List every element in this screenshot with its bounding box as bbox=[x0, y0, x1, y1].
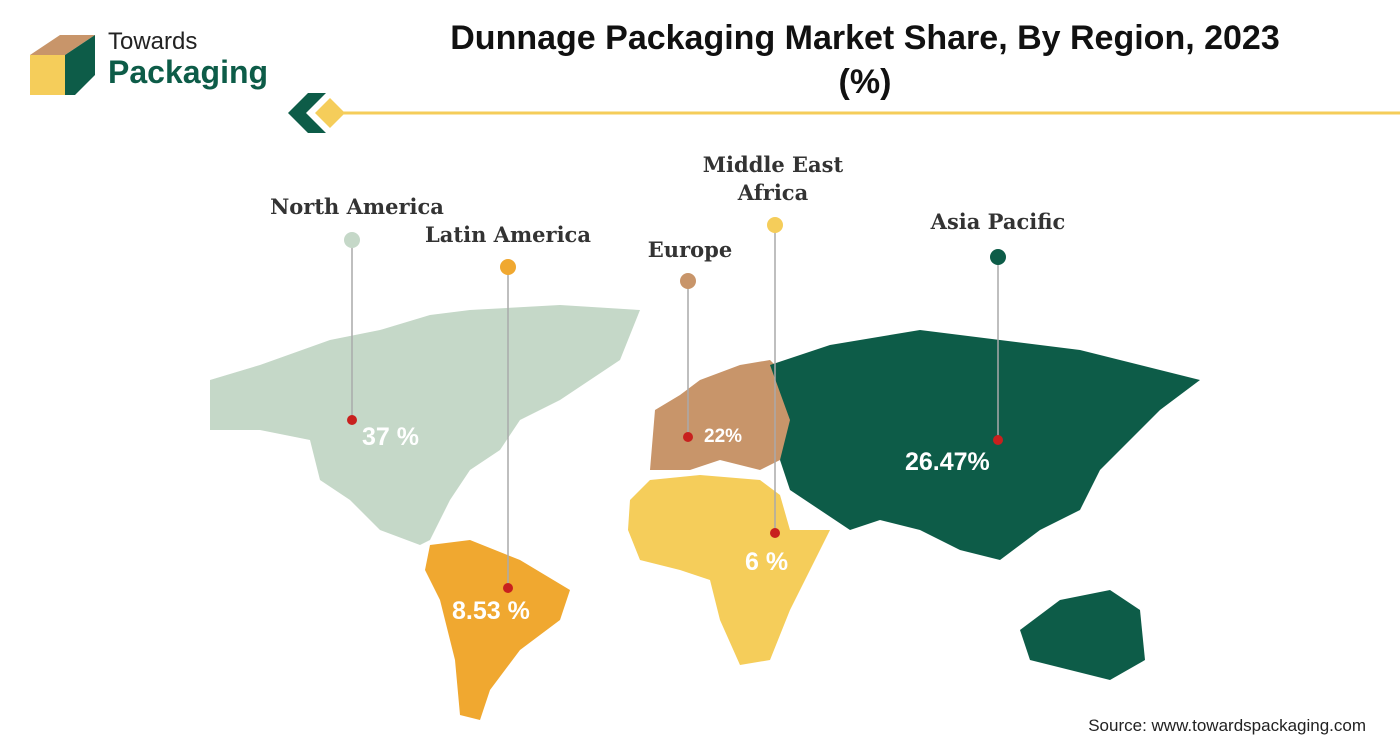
region-value: 37 % bbox=[362, 423, 419, 451]
region-pin bbox=[500, 259, 516, 275]
region-value: 6 % bbox=[745, 548, 789, 576]
region-shape bbox=[1020, 590, 1145, 680]
source: Source: www.towardspackaging.com bbox=[1088, 716, 1366, 735]
region-dot bbox=[993, 435, 1003, 445]
region-dot bbox=[683, 432, 693, 442]
region-pin bbox=[344, 232, 360, 248]
region-shape bbox=[210, 305, 640, 545]
region-name: Middle East Africa bbox=[702, 152, 844, 205]
region-dot bbox=[770, 528, 780, 538]
region-dot bbox=[347, 415, 357, 425]
region-name: Asia Pacific bbox=[930, 209, 1066, 234]
region-value: 8.53 % bbox=[452, 597, 530, 625]
region-name: North America bbox=[270, 194, 444, 219]
region-name: Latin America bbox=[425, 222, 591, 247]
logo-text: Packaging bbox=[108, 54, 269, 90]
region-pin bbox=[990, 249, 1006, 265]
region-name: Europe bbox=[647, 237, 733, 262]
logo-text: Towards bbox=[108, 28, 198, 55]
region-shape bbox=[628, 475, 830, 665]
region-value: 26.47% bbox=[905, 448, 990, 476]
rule-icon bbox=[288, 93, 326, 133]
region-shape bbox=[770, 330, 1200, 560]
region-value: 22% bbox=[704, 426, 743, 447]
region-shape bbox=[650, 360, 800, 470]
logo-icon bbox=[30, 35, 95, 95]
rule-icon bbox=[315, 98, 345, 128]
region-pin bbox=[767, 217, 783, 233]
region-pin bbox=[680, 273, 696, 289]
region-dot bbox=[503, 583, 513, 593]
region-shape bbox=[425, 540, 570, 720]
title: Dunnage Packaging Market Share, By Regio… bbox=[450, 19, 1280, 101]
